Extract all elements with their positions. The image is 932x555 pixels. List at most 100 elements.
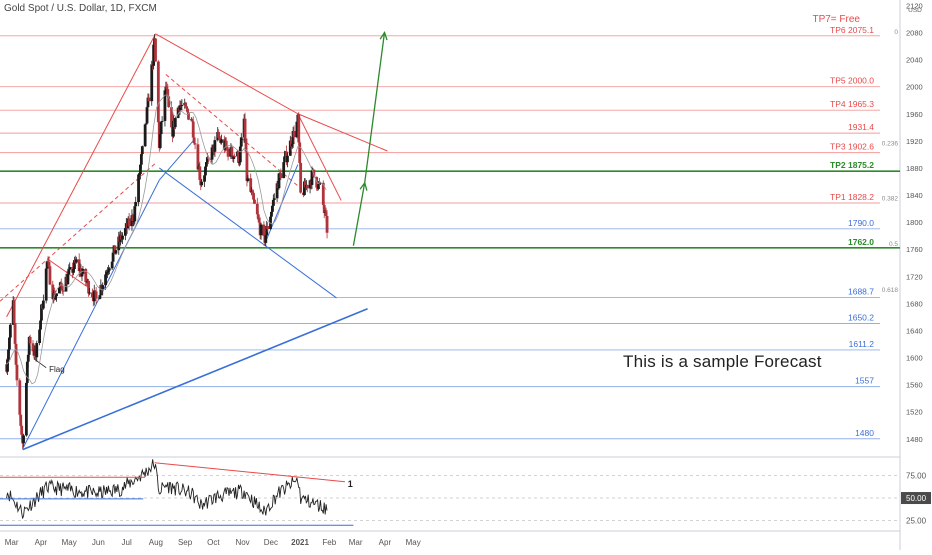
candle-body	[165, 86, 169, 90]
candle-body	[193, 143, 197, 145]
trend-line-red	[155, 33, 299, 115]
price-tick-label: 1760	[906, 245, 923, 254]
fib-label: 0	[894, 29, 898, 36]
candle-body	[205, 157, 209, 163]
fib-label: 0.618	[882, 287, 899, 294]
candle-body	[312, 169, 316, 177]
moving-average-line	[6, 94, 327, 385]
candle-body	[286, 155, 289, 163]
candle-body	[54, 296, 58, 300]
candle-body	[291, 131, 295, 145]
price-level-label: TP5 2000.0	[830, 76, 874, 86]
candle-body	[41, 300, 45, 309]
price-level-label: 1762.0	[848, 237, 874, 247]
candle-body	[114, 250, 118, 254]
candle-body	[84, 268, 88, 282]
candle-body	[90, 292, 94, 298]
rsi-tick-label: 75.00	[906, 471, 927, 480]
candle-body	[27, 336, 31, 355]
candle-body	[87, 280, 90, 294]
candle-body	[295, 121, 299, 138]
rsi-value-label: 50.00	[906, 494, 927, 503]
candle-body	[67, 269, 71, 275]
candle-body	[8, 337, 11, 350]
candle-body	[289, 140, 293, 147]
candle-body	[117, 236, 121, 251]
time-axis: Mar Apr May Jun Jul Aug Sep Oct Nov Dec 2021 Feb Mar…	[5, 538, 421, 547]
candle-body	[173, 117, 177, 128]
candle-body	[147, 97, 151, 102]
price-tick-label: 1960	[906, 110, 923, 119]
candle-body	[259, 224, 263, 236]
arrow-head	[379, 31, 388, 41]
price-level-label: TP1 1828.2	[830, 192, 874, 202]
candle-body	[272, 198, 276, 200]
candle-body	[12, 300, 16, 324]
candle-body	[39, 320, 42, 330]
candle-body	[218, 137, 222, 140]
candle-body	[80, 273, 84, 277]
time-tick-label: Nov	[235, 538, 249, 547]
candle-body	[324, 211, 328, 217]
candle-body	[77, 259, 81, 272]
currency-label: USD	[908, 7, 922, 14]
candle-body	[244, 138, 248, 152]
time-tick-label: 2021	[291, 538, 309, 547]
candle-body	[252, 192, 255, 200]
fib-label: 0.236	[882, 141, 899, 148]
price-level-label: 1650.2	[848, 313, 874, 323]
candle-body	[204, 166, 207, 176]
candle-body	[210, 147, 214, 160]
price-tick-label: 2080	[906, 29, 923, 38]
trend-line-red	[297, 113, 388, 152]
candle-body	[237, 151, 240, 163]
candle-body	[305, 185, 309, 189]
price-level-label: 1557	[855, 376, 874, 386]
candle-body	[224, 140, 228, 148]
candle-body	[303, 181, 307, 188]
level-labels: TP6 2075.1 TP5 2000.0 TP4 1965.3 1931.4 TP3 …	[812, 14, 898, 438]
rsi-value-badge	[901, 492, 931, 505]
candle-body	[99, 285, 103, 296]
candle-body	[110, 261, 114, 269]
candle-body	[131, 215, 135, 222]
rsi-tick-label: 25.00	[906, 517, 927, 526]
candle-body	[140, 146, 144, 155]
candle-body	[26, 354, 30, 362]
candle-body	[217, 132, 221, 138]
candle-body	[256, 214, 260, 219]
trend-line-blue	[158, 167, 337, 299]
candle-body	[322, 204, 326, 213]
candle-body	[14, 343, 18, 365]
candle-body	[232, 156, 236, 159]
candle-body	[262, 224, 266, 236]
candle-body	[93, 290, 97, 292]
time-tick-label: Dec	[264, 538, 278, 547]
forecast-note: This is a sample Forecast	[623, 352, 822, 371]
symbol-title: Gold Spot / U.S. Dollar, 1D, FXCM	[4, 3, 157, 14]
candle-body	[6, 359, 9, 372]
price-tick-label: 1920	[906, 137, 923, 146]
candle-body	[57, 287, 61, 294]
time-tick-label: Mar	[349, 538, 363, 547]
grid-lines	[0, 0, 901, 550]
candle-body	[139, 154, 143, 165]
candle-body	[133, 206, 137, 222]
candle-body	[233, 156, 237, 158]
candle-body	[192, 137, 196, 144]
candle-body	[51, 284, 55, 300]
candle-body	[198, 166, 202, 180]
candle-body	[303, 181, 306, 196]
price-axis: USD 1480 1520 1560 1600 1640 1680 1720 1760 1800 1…	[906, 1, 923, 443]
candle-body	[127, 218, 131, 227]
forecast-arrow-short	[352, 182, 366, 246]
trend-line-red	[297, 113, 342, 201]
candle-body	[166, 89, 170, 97]
candle-body	[25, 361, 29, 383]
candle-body	[239, 137, 243, 147]
candle-body	[238, 146, 242, 163]
candle-body	[167, 96, 171, 108]
candle-body	[290, 144, 294, 147]
candle-body	[253, 199, 256, 204]
